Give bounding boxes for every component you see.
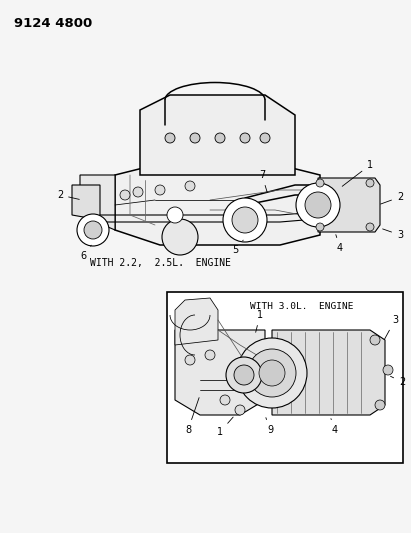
Bar: [167, 292, 403, 463]
Text: 7: 7: [259, 170, 267, 192]
Text: 1: 1: [342, 160, 373, 187]
Ellipse shape: [77, 214, 109, 246]
Text: 9124 4800: 9124 4800: [14, 17, 92, 30]
Ellipse shape: [370, 335, 380, 345]
Text: 1: 1: [217, 417, 233, 437]
Text: WITH 3.0L.  ENGINE: WITH 3.0L. ENGINE: [250, 302, 353, 311]
Ellipse shape: [226, 357, 262, 393]
Polygon shape: [72, 185, 100, 220]
Text: 6: 6: [80, 245, 91, 261]
Ellipse shape: [232, 207, 258, 233]
Ellipse shape: [84, 221, 102, 239]
Ellipse shape: [185, 355, 195, 365]
Polygon shape: [140, 95, 295, 175]
Polygon shape: [272, 330, 385, 415]
Ellipse shape: [240, 133, 250, 143]
Ellipse shape: [165, 133, 175, 143]
Polygon shape: [80, 175, 115, 230]
Polygon shape: [115, 165, 320, 245]
Ellipse shape: [120, 190, 130, 200]
Text: 3: 3: [384, 315, 398, 340]
Ellipse shape: [316, 223, 324, 231]
Text: WITH 2.2,  2.5L.  ENGINE: WITH 2.2, 2.5L. ENGINE: [90, 258, 231, 268]
Polygon shape: [318, 178, 380, 232]
Text: 4: 4: [331, 418, 338, 435]
Ellipse shape: [383, 365, 393, 375]
Text: 5: 5: [232, 240, 243, 255]
Ellipse shape: [366, 179, 374, 187]
Text: 8: 8: [185, 398, 199, 435]
Polygon shape: [175, 330, 265, 415]
Text: 2: 2: [381, 192, 403, 204]
Text: 1: 1: [256, 310, 263, 332]
Ellipse shape: [155, 185, 165, 195]
Ellipse shape: [223, 198, 267, 242]
Text: 9: 9: [266, 418, 273, 435]
Ellipse shape: [205, 350, 215, 360]
Ellipse shape: [185, 181, 195, 191]
Ellipse shape: [305, 192, 331, 218]
Ellipse shape: [215, 133, 225, 143]
Ellipse shape: [260, 133, 270, 143]
Ellipse shape: [190, 133, 200, 143]
Ellipse shape: [167, 207, 183, 223]
Ellipse shape: [235, 405, 245, 415]
Text: 3: 3: [383, 229, 403, 240]
Ellipse shape: [296, 183, 340, 227]
Ellipse shape: [316, 179, 324, 187]
Ellipse shape: [162, 219, 198, 255]
Ellipse shape: [234, 365, 254, 385]
Text: 2: 2: [390, 376, 405, 387]
Polygon shape: [175, 298, 218, 345]
Ellipse shape: [133, 187, 143, 197]
Text: 2: 2: [57, 190, 79, 200]
Ellipse shape: [220, 395, 230, 405]
Ellipse shape: [237, 338, 307, 408]
Ellipse shape: [248, 349, 296, 397]
Text: 4: 4: [336, 235, 343, 253]
Ellipse shape: [375, 400, 385, 410]
Ellipse shape: [259, 360, 285, 386]
Ellipse shape: [366, 223, 374, 231]
